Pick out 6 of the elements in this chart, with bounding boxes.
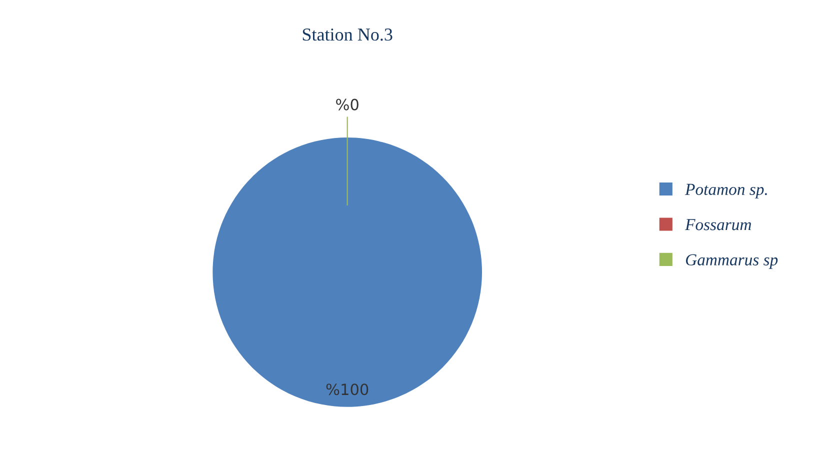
legend-label: Gammarus sp <box>686 254 778 269</box>
chart-title: Station No.3 <box>302 28 392 41</box>
legend-label: Fossarum <box>684 219 752 230</box>
text: %0 <box>336 98 358 110</box>
data-label: %100 <box>326 384 368 396</box>
legend-label: Potamon sp. <box>684 184 767 198</box>
